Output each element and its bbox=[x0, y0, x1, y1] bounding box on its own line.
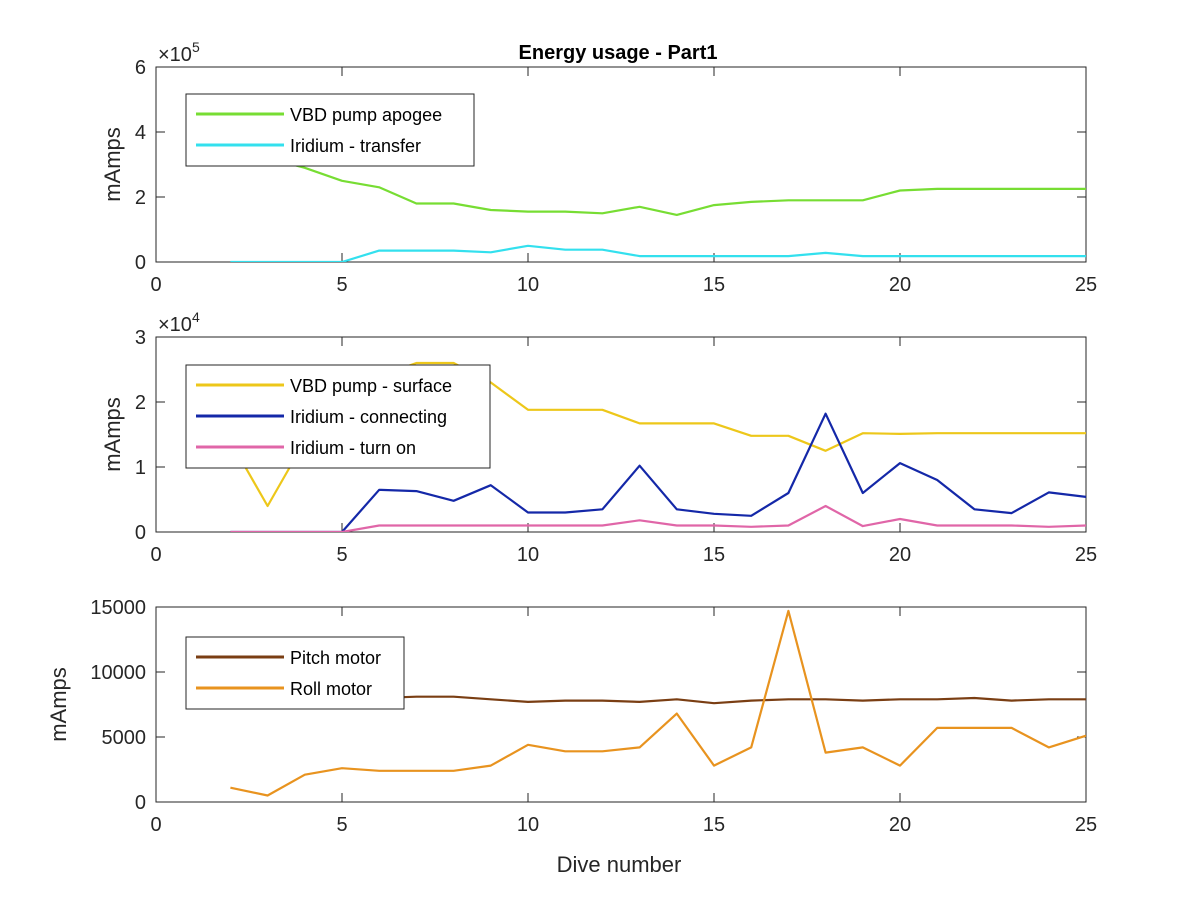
x-tick-label: 5 bbox=[336, 814, 347, 836]
x-tick-label: 5 bbox=[336, 274, 347, 296]
legend: VBD pump - surface Iridium - connecting Ir… bbox=[185, 364, 491, 469]
series-line-iridium-connecting bbox=[230, 412, 1086, 532]
y-exponent-base: ×10 bbox=[158, 44, 192, 66]
legend-entry-pitch-motor: Pitch motor bbox=[290, 648, 381, 668]
y-axis-label: mAmps bbox=[100, 397, 125, 472]
series-line-vbd-pump-apogee bbox=[230, 153, 1086, 216]
x-tick-label: 15 bbox=[703, 814, 725, 836]
y-tick-label: 0 bbox=[135, 792, 146, 814]
y-exponent-label: ×104 bbox=[158, 309, 200, 336]
x-tick-label: 0 bbox=[150, 544, 161, 566]
y-tick-label: 5000 bbox=[102, 727, 147, 749]
x-tick-label: 10 bbox=[517, 544, 539, 566]
y-tick-label: 10000 bbox=[90, 662, 146, 684]
x-axis-label: Dive number bbox=[557, 852, 682, 877]
x-tick-label: 25 bbox=[1075, 814, 1097, 836]
x-tick-label: 25 bbox=[1075, 544, 1097, 566]
y-tick-label: 2 bbox=[135, 187, 146, 209]
x-tick-label: 0 bbox=[150, 814, 161, 836]
chart-title: Energy usage - Part1 bbox=[519, 42, 718, 64]
y-tick-label: 1 bbox=[135, 457, 146, 479]
series-line-iridium-transfer bbox=[230, 244, 1086, 262]
y-tick-label: 0 bbox=[135, 252, 146, 274]
legend: VBD pump apogee Iridium - transfer bbox=[185, 93, 475, 167]
legend-entry-iridium-transfer: Iridium - transfer bbox=[290, 136, 421, 156]
x-tick-label: 5 bbox=[336, 544, 347, 566]
legend-entry-iridium-turn-on: Iridium - turn on bbox=[290, 438, 416, 458]
y-tick-label: 0 bbox=[135, 522, 146, 544]
x-tick-label: 10 bbox=[517, 814, 539, 836]
series-line-iridium-turn-on bbox=[230, 504, 1086, 532]
legend-entry-vbd-pump-surface: VBD pump - surface bbox=[290, 376, 452, 396]
x-tick-label: 15 bbox=[703, 544, 725, 566]
legend-entry-roll-motor: Roll motor bbox=[290, 679, 372, 699]
legend-box bbox=[185, 93, 475, 167]
chart-panel-2: 0 5 10 15 20 25 0 1 2 3 ×104 mAmps VBD pump - surfac… bbox=[100, 309, 1097, 566]
y-axis-label: mAmps bbox=[100, 127, 125, 202]
y-tick-label: 4 bbox=[135, 122, 146, 144]
legend-entry-vbd-pump-apogee: VBD pump apogee bbox=[290, 105, 442, 125]
legend-box bbox=[185, 636, 405, 710]
legend: Pitch motor Roll motor bbox=[185, 636, 405, 710]
x-tick-label: 20 bbox=[889, 274, 911, 296]
x-tick-label: 20 bbox=[889, 814, 911, 836]
x-tick-label: 0 bbox=[150, 274, 161, 296]
y-tick-label: 2 bbox=[135, 392, 146, 414]
y-exponent-power: 5 bbox=[192, 39, 200, 55]
y-exponent-label: ×105 bbox=[158, 39, 200, 66]
x-tick-label: 20 bbox=[889, 544, 911, 566]
y-axis-label: mAmps bbox=[46, 667, 71, 742]
y-tick-label: 3 bbox=[135, 327, 146, 349]
x-tick-label: 10 bbox=[517, 274, 539, 296]
legend-entry-iridium-connecting: Iridium - connecting bbox=[290, 407, 447, 427]
chart-panel-3: 0 5 10 15 20 25 0 5000 10000 15000 mAmps Dive numbe… bbox=[46, 597, 1097, 877]
y-tick-label: 6 bbox=[135, 57, 146, 79]
x-tick-label: 15 bbox=[703, 274, 725, 296]
y-tick-label: 15000 bbox=[90, 597, 146, 619]
y-exponent-power: 4 bbox=[192, 309, 200, 325]
series-line-roll-motor bbox=[230, 609, 1086, 797]
x-tick-label: 25 bbox=[1075, 274, 1097, 296]
y-exponent-base: ×10 bbox=[158, 314, 192, 336]
